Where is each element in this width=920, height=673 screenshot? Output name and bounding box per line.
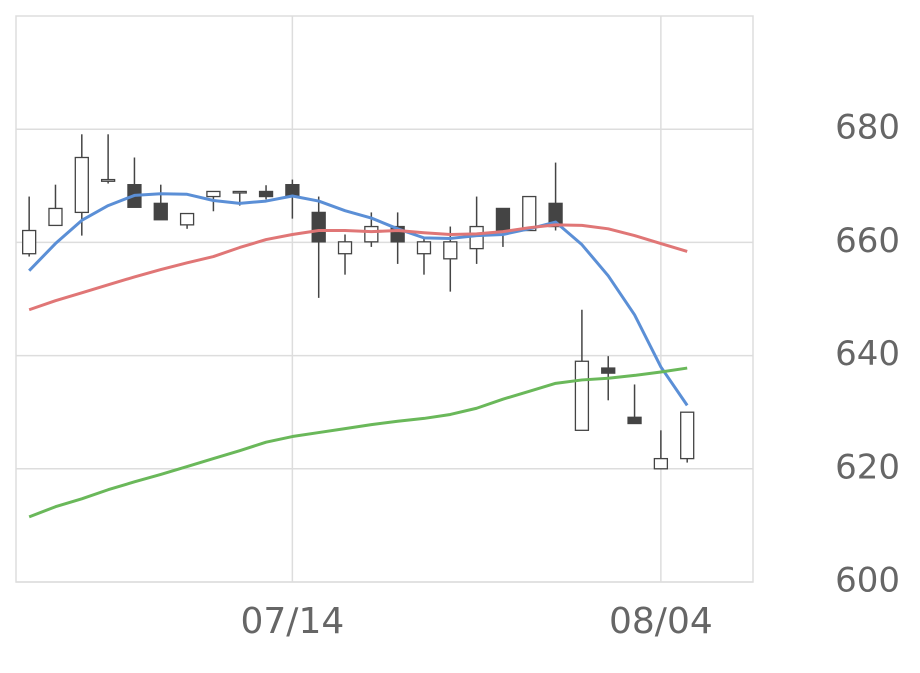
y-tick-label: 620	[835, 447, 900, 487]
candle-body	[22, 229, 37, 255]
plot-frame	[15, 15, 754, 583]
candle-body	[653, 457, 669, 470]
y-tick-label: 660	[835, 221, 900, 261]
x-tick-label: 08/04	[609, 601, 713, 642]
candle-body	[574, 360, 590, 431]
y-tick-label: 680	[835, 108, 900, 148]
candle-body	[680, 411, 695, 460]
candle-body	[206, 190, 221, 198]
x-tick-label: 07/14	[241, 601, 345, 642]
candle-body	[495, 207, 511, 232]
candle-body	[337, 241, 353, 255]
y-tick-label: 640	[835, 334, 900, 374]
moving-average-line	[28, 223, 688, 312]
candle-body	[311, 211, 326, 243]
candle-body	[548, 202, 563, 228]
candle-body	[232, 190, 247, 194]
candle-body	[522, 195, 537, 232]
moving-average-line	[28, 192, 689, 407]
moving-average-line	[28, 366, 688, 519]
candle-body	[364, 225, 379, 243]
candle-body	[179, 212, 195, 226]
candle-body	[48, 207, 63, 227]
candle-body	[153, 202, 168, 221]
candle-body	[258, 190, 274, 198]
candle-body	[627, 416, 642, 425]
candle-body	[601, 367, 616, 374]
candle-body	[100, 178, 116, 182]
candle-body	[74, 156, 89, 214]
candle-body	[443, 241, 458, 260]
candle-body	[416, 241, 432, 255]
y-tick-label: 600	[835, 561, 900, 601]
